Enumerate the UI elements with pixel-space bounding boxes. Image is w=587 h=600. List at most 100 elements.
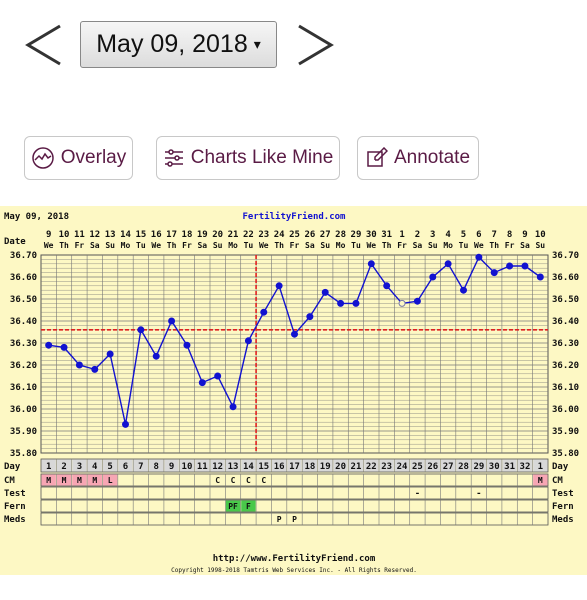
cm-cell-label: C	[261, 476, 266, 485]
cycle-day-label: 3	[77, 462, 82, 472]
cycle-day-label: 26	[427, 462, 438, 472]
weekday-tick-label: Su	[320, 241, 330, 250]
date-tick-label: 25	[289, 230, 300, 240]
temperature-point	[521, 262, 529, 270]
cycle-day-label: 7	[138, 462, 143, 472]
cycle-day-cell	[533, 459, 548, 472]
cycle-day-cell	[179, 459, 195, 472]
day-row-label-right: Day	[552, 462, 569, 472]
temperature-point	[45, 341, 53, 349]
date-tick-label: 5	[461, 230, 466, 240]
cycle-day-label: 12	[212, 462, 223, 472]
test-row-frame	[40, 486, 549, 500]
cycle-day-cell	[41, 459, 56, 472]
y-tick-label-right: 36.30	[552, 339, 579, 349]
weekday-tick-label: Mo	[336, 241, 346, 250]
y-tick-label-left: 36.70	[10, 251, 37, 261]
y-tick-label-left: 35.80	[10, 449, 37, 459]
date-tick-label: 10	[535, 230, 546, 240]
cycle-day-label: 1	[46, 462, 51, 472]
cycle-day-cell	[502, 459, 517, 472]
weekday-tick-label: We	[474, 241, 484, 250]
date-tick-label: 28	[335, 230, 346, 240]
y-tick-label-left: 36.10	[10, 383, 37, 393]
cycle-day-cell	[133, 459, 149, 472]
meds-cell-label: P	[292, 515, 297, 524]
plot-frame	[40, 254, 549, 454]
cycle-day-cell	[118, 459, 133, 472]
cycle-day-label: 9	[169, 462, 174, 472]
fern-cell-label: PF	[228, 502, 238, 511]
annotate-label: Annotate	[393, 147, 471, 168]
y-tick-label-right: 36.00	[552, 405, 579, 415]
cycle-day-label: 16	[274, 462, 285, 472]
temperature-point	[490, 269, 498, 277]
date-tick-label: 17	[166, 230, 177, 240]
cycle-day-cell	[164, 459, 179, 472]
overlay-label: Overlay	[60, 147, 127, 168]
weekday-tick-label: Su	[213, 241, 223, 250]
date-tick-label: 1	[399, 230, 404, 240]
cycle-day-cell	[195, 459, 210, 472]
date-dropdown[interactable]: May 09, 2018 ▾	[80, 21, 277, 68]
fern-cell	[241, 500, 256, 512]
y-tick-label-right: 36.10	[552, 383, 579, 393]
weekday-tick-label: Sa	[305, 241, 315, 250]
weekday-tick-label: We	[44, 241, 54, 250]
cm-cell-label: M	[77, 476, 82, 485]
edit-icon	[367, 147, 388, 167]
cycle-day-cell	[517, 459, 533, 472]
cycle-day-label: 30	[489, 462, 500, 472]
cycle-day-cell	[364, 459, 379, 472]
menses-cell	[533, 474, 548, 486]
cycle-day-cell	[394, 459, 410, 472]
cycle-day-label: 11	[197, 462, 208, 472]
weekday-tick-label: Th	[489, 241, 499, 250]
cycle-day-cell	[348, 459, 364, 472]
date-tick-label: 26	[304, 230, 315, 240]
cm-cell-label: M	[538, 476, 543, 485]
date-tick-label: 24	[274, 230, 285, 240]
annotate-button[interactable]: Annotate	[357, 136, 479, 180]
weekday-tick-label: Th	[167, 241, 177, 250]
next-date-arrow-icon[interactable]	[295, 22, 337, 68]
cm-cell-label: M	[62, 476, 67, 485]
date-tick-label: 7	[492, 230, 497, 240]
test-cell-label: -	[415, 489, 420, 499]
cycle-day-cell	[425, 459, 440, 472]
temperature-point	[398, 299, 406, 307]
cycle-day-cell	[256, 459, 271, 472]
fertility-chart: May 09, 2018 FertilityFriend.comDate9We10…	[4, 211, 579, 574]
date-tick-label: 20	[212, 230, 223, 240]
date-tick-label: 11	[74, 230, 85, 240]
cycle-day-cell	[410, 459, 425, 472]
meds-row-label-right: Meds	[552, 515, 574, 525]
menses-cell	[87, 474, 102, 486]
y-tick-label-left: 36.50	[10, 295, 37, 305]
overlay-icon	[32, 147, 54, 169]
temperature-point	[444, 260, 452, 268]
temperature-point	[152, 352, 160, 360]
cycle-day-label: 25	[412, 462, 423, 472]
overlay-button[interactable]: Overlay	[24, 136, 133, 180]
y-tick-label-right: 35.80	[552, 449, 579, 459]
temperature-point	[244, 337, 252, 345]
weekday-tick-label: Sa	[197, 241, 207, 250]
fern-cell	[225, 500, 241, 512]
charts-like-mine-button[interactable]: Charts Like Mine	[156, 136, 340, 180]
temperature-point	[306, 313, 314, 321]
y-tick-label-left: 36.40	[10, 317, 37, 327]
cycle-day-cell	[487, 459, 502, 472]
cm-cell-label: M	[92, 476, 97, 485]
weekday-tick-label: Tu	[244, 241, 254, 250]
temperature-point	[291, 330, 298, 338]
cycle-day-label: 14	[243, 462, 254, 472]
previous-date-arrow-icon[interactable]	[22, 22, 64, 68]
date-tick-label: 13	[105, 230, 116, 240]
temperature-point	[60, 343, 68, 351]
charts-like-mine-label: Charts Like Mine	[190, 147, 334, 168]
meds-cell-label: P	[277, 515, 282, 524]
temperature-point	[321, 288, 329, 296]
date-tick-label: 23	[258, 230, 269, 240]
weekday-tick-label: Fr	[505, 241, 515, 250]
